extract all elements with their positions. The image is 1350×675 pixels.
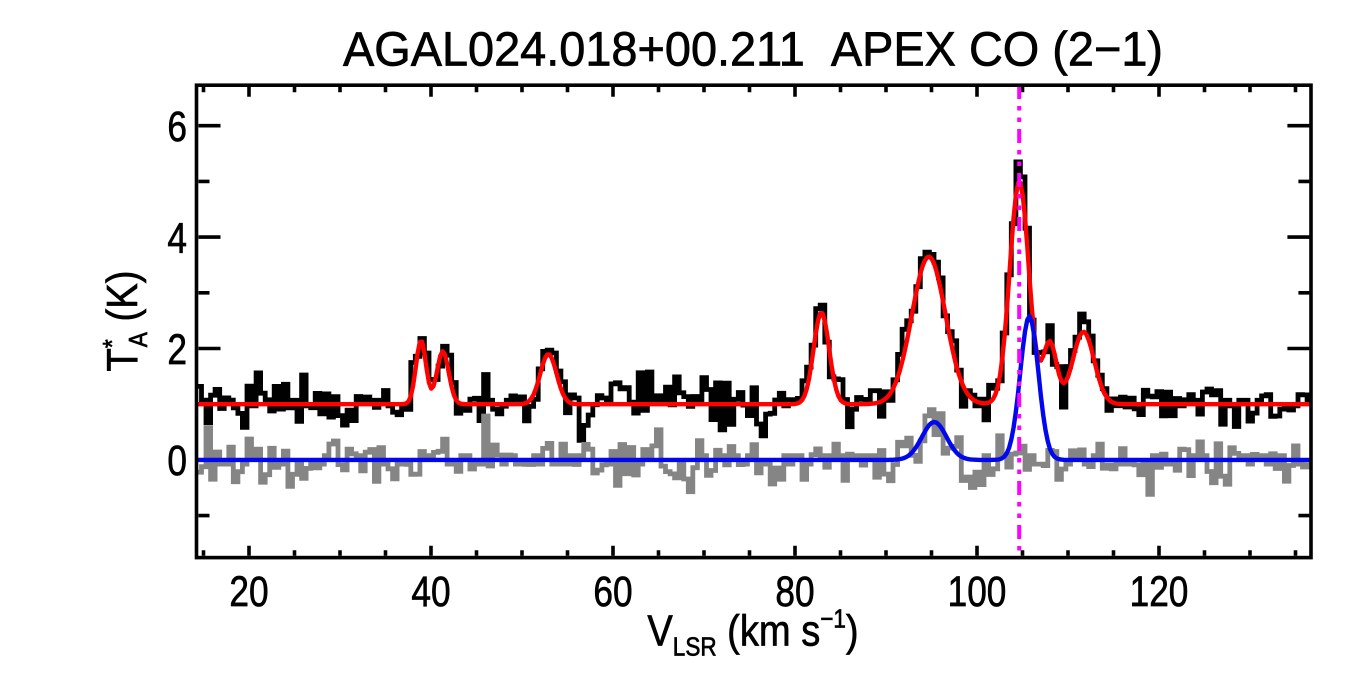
svg-text:T*A (K): T*A (K)	[98, 271, 154, 372]
svg-text:20: 20	[229, 568, 268, 616]
svg-text:6: 6	[167, 103, 187, 151]
svg-text:AGAL024.018+00.211 APEX CO (2: AGAL024.018+00.211 APEX CO (2−1)	[343, 23, 1163, 77]
svg-text:0: 0	[167, 437, 187, 485]
svg-text:4: 4	[167, 214, 187, 262]
svg-text:100: 100	[948, 568, 1007, 616]
svg-text:120: 120	[1130, 568, 1189, 616]
svg-text:60: 60	[593, 568, 632, 616]
svg-text:2: 2	[167, 326, 187, 374]
svg-text:40: 40	[411, 568, 450, 616]
svg-text:80: 80	[775, 568, 814, 616]
